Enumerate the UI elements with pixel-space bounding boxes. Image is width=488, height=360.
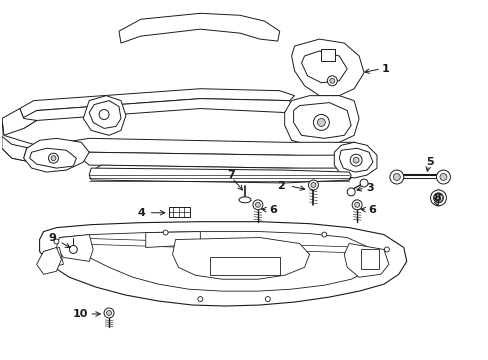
Circle shape [429,190,446,206]
Circle shape [265,297,270,302]
Text: 6: 6 [268,205,276,215]
Polygon shape [172,238,309,279]
Circle shape [351,200,361,210]
Polygon shape [81,152,360,170]
Ellipse shape [239,197,250,203]
Polygon shape [89,100,121,129]
Circle shape [310,183,315,188]
Text: 5: 5 [426,157,433,167]
Text: 4: 4 [138,208,145,218]
Polygon shape [93,165,354,180]
Circle shape [317,118,325,126]
Circle shape [349,154,361,166]
Circle shape [436,196,440,200]
Polygon shape [291,39,364,96]
Circle shape [439,174,446,180]
Polygon shape [41,247,63,267]
Text: 2: 2 [276,181,284,191]
Circle shape [321,232,326,237]
Text: 7: 7 [226,170,234,180]
Polygon shape [30,148,76,168]
Polygon shape [344,243,388,277]
Polygon shape [83,96,126,135]
Circle shape [389,170,403,184]
Circle shape [163,230,168,235]
Circle shape [104,308,114,318]
Bar [360,249,378,269]
Circle shape [346,188,354,196]
Polygon shape [2,109,37,135]
Circle shape [255,202,260,207]
Circle shape [48,153,59,163]
Polygon shape [89,168,350,183]
Circle shape [352,157,358,163]
Polygon shape [339,148,372,172]
Circle shape [435,195,440,201]
Text: 10: 10 [73,309,88,319]
Text: 1: 1 [381,64,389,74]
Bar [321,49,335,61]
Circle shape [252,200,263,210]
Circle shape [99,109,109,120]
Text: 3: 3 [366,183,373,193]
Polygon shape [284,96,358,145]
Circle shape [313,114,328,130]
Circle shape [329,78,334,83]
Bar [210,257,279,275]
Polygon shape [119,13,279,43]
Text: 9: 9 [48,233,56,243]
Circle shape [384,247,388,252]
Polygon shape [24,138,364,158]
Polygon shape [20,89,294,118]
Polygon shape [431,190,445,206]
Text: 8: 8 [433,193,440,203]
Polygon shape [293,103,350,138]
Circle shape [51,156,56,161]
Circle shape [436,170,449,184]
Circle shape [198,297,203,302]
Polygon shape [334,142,376,178]
Circle shape [54,239,59,244]
Circle shape [326,76,337,86]
Polygon shape [56,235,93,261]
Text: 6: 6 [367,205,375,215]
Polygon shape [301,51,346,83]
Polygon shape [37,247,61,274]
Polygon shape [24,138,89,172]
Circle shape [69,246,77,253]
Circle shape [434,194,442,202]
Circle shape [433,193,443,203]
Polygon shape [2,136,37,162]
Circle shape [308,180,318,190]
Polygon shape [21,99,291,129]
Circle shape [392,174,400,180]
Circle shape [354,202,359,207]
Polygon shape [145,231,200,247]
Circle shape [359,179,367,187]
Polygon shape [2,118,41,162]
Circle shape [106,310,111,315]
Bar [168,207,190,217]
Polygon shape [40,222,406,306]
